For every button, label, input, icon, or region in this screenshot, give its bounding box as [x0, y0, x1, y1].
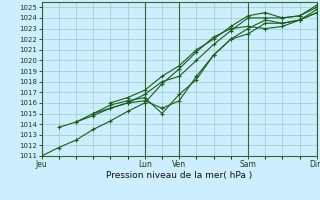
X-axis label: Pression niveau de la mer( hPa ): Pression niveau de la mer( hPa ): [106, 171, 252, 180]
